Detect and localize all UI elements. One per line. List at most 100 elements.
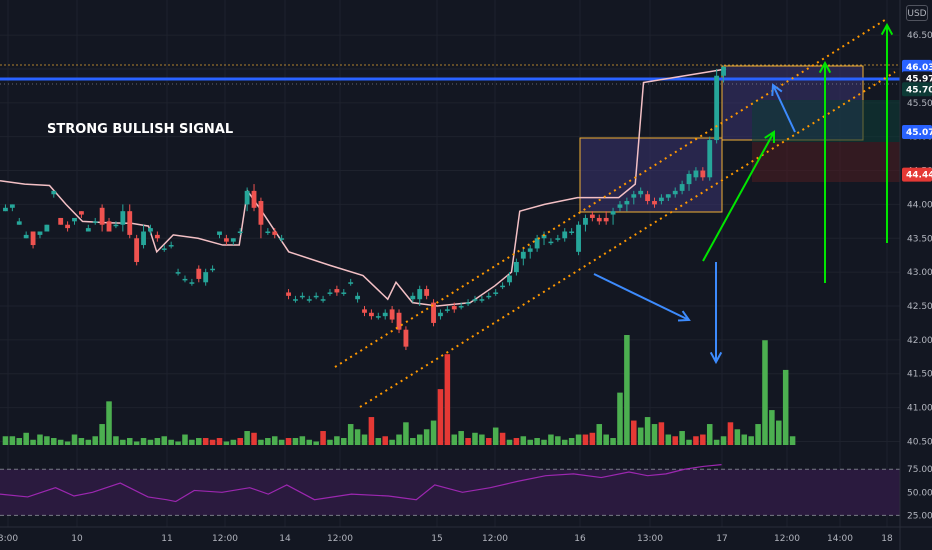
volume-bar: [389, 439, 395, 445]
blue-arrow-shaft: [593, 273, 690, 321]
price-tag-label: 45.07: [906, 128, 932, 138]
candle-body: [465, 302, 471, 305]
volume-bar: [561, 439, 568, 445]
volume-bar: [113, 436, 119, 445]
volume-bar: [617, 392, 623, 445]
volume-bar: [534, 438, 540, 445]
rsi-tick: 50.00: [907, 488, 932, 498]
volume-bar: [313, 441, 319, 445]
candle-body: [721, 66, 726, 76]
candle-body: [327, 292, 333, 294]
candle-body: [30, 231, 36, 246]
time-tick: 15: [431, 534, 442, 544]
price-tick: 44.00: [907, 200, 932, 210]
time-tick: 3:00: [0, 534, 18, 544]
volume-bar: [202, 438, 209, 445]
volume-bar: [154, 438, 161, 445]
volume-bar: [71, 434, 78, 445]
volume-bar: [244, 431, 250, 445]
candle-body: [638, 190, 644, 195]
candle-body: [341, 292, 347, 294]
candle-body: [161, 248, 167, 250]
price-tick: 42.00: [907, 336, 932, 346]
volume-bar: [437, 389, 444, 445]
candle-body: [569, 231, 575, 233]
volume-bar: [175, 441, 181, 445]
volume-bar: [368, 417, 375, 445]
volume-bar: [51, 438, 57, 445]
candle-body: [693, 170, 699, 178]
volume-bar: [548, 434, 554, 445]
price-tick: 41.00: [907, 404, 932, 414]
volume-bar: [776, 420, 782, 445]
candle-body: [279, 238, 285, 240]
candle-body: [85, 228, 91, 232]
price-tag: 45.97: [902, 71, 932, 86]
volume-bar: [271, 436, 278, 445]
candle-body: [645, 194, 651, 202]
volume-bar: [762, 340, 768, 445]
green-arrow: [702, 130, 776, 262]
candle-body: [652, 201, 657, 205]
volume-bar: [734, 429, 741, 445]
price-tag-bg: [902, 71, 932, 86]
signal-annotation: STRONG BULLISH SIGNAL: [47, 122, 233, 137]
price-tag-bg: [902, 167, 932, 182]
candle-body: [272, 231, 278, 235]
volume-bar: [341, 438, 347, 445]
candle-body: [382, 312, 388, 317]
candle-body: [134, 238, 140, 262]
volume-bar: [527, 439, 533, 445]
candle-body: [334, 289, 340, 293]
price-tick: 42.50: [907, 302, 932, 312]
time-tick: 18: [881, 534, 893, 544]
volume-bar: [320, 431, 326, 445]
candle-body: [9, 204, 15, 208]
candle-body: [548, 241, 554, 244]
volume-bar: [686, 439, 692, 445]
time-tick: 12:00: [327, 534, 353, 544]
candle-body: [175, 272, 181, 274]
candle-body: [686, 173, 692, 185]
candle-body: [223, 238, 229, 242]
volume-bar: [334, 436, 340, 445]
candle-body: [438, 312, 443, 317]
candle-body: [3, 207, 8, 212]
volume-bar: [44, 436, 50, 445]
candle-body: [444, 309, 450, 311]
volume-bar: [147, 439, 154, 445]
volume-bar: [610, 438, 616, 445]
candle-body: [217, 231, 222, 235]
volume-bar: [161, 436, 168, 445]
candle-body: [320, 299, 326, 301]
currency-label[interactable]: USD: [906, 5, 928, 21]
volume-bar: [658, 422, 665, 445]
green-arrow: [880, 22, 894, 243]
volume-bar: [403, 422, 409, 445]
volume-bar: [64, 441, 71, 445]
blue-arrow: [593, 273, 691, 322]
candle-body: [168, 245, 174, 247]
candle-body: [603, 217, 609, 222]
candle-body: [348, 282, 354, 284]
candle-body: [500, 285, 506, 288]
candle-body: [610, 211, 616, 215]
candle-body: [244, 190, 250, 205]
candle-body: [596, 217, 602, 222]
candle-body: [306, 299, 312, 301]
volume-bar: [92, 436, 98, 445]
volume-bar: [223, 441, 230, 445]
candle-body: [78, 211, 84, 215]
candle-body: [58, 217, 64, 225]
candle-body: [410, 295, 416, 300]
volume-bar: [693, 436, 699, 445]
volume-bar: [126, 438, 133, 445]
time-tick: 14:00: [827, 534, 853, 544]
volume-bar: [782, 369, 789, 445]
candle-body: [534, 238, 540, 249]
candle-body: [313, 295, 319, 298]
price-tag: 46.03: [902, 59, 932, 74]
blue-arrow: [771, 83, 796, 133]
volume-bar: [700, 434, 706, 445]
